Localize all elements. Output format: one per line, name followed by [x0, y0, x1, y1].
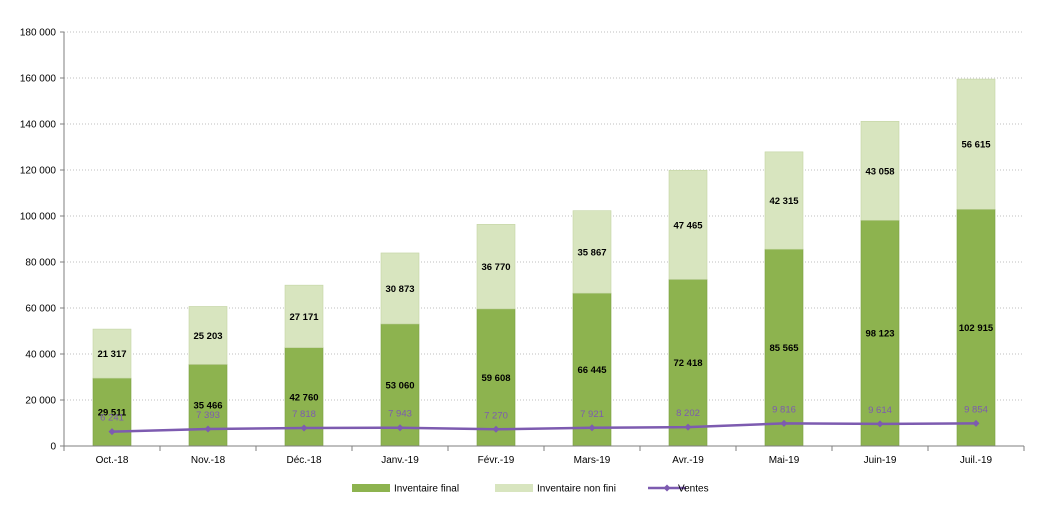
- bar-inventaire-non-fini: [668, 169, 708, 280]
- point-ventes: [300, 424, 308, 432]
- point-ventes: [780, 419, 788, 427]
- data-label-inventaire-non-fini: 21 317: [97, 349, 126, 360]
- line-ventes: [111, 422, 977, 433]
- data-label-inventaire-final: 35 466: [193, 401, 222, 412]
- data-label-ventes: 9 614: [868, 405, 892, 416]
- data-label-inventaire-final: 85 565: [769, 343, 799, 354]
- data-label-inventaire-final: 59 608: [481, 373, 510, 384]
- bar-inventaire-non-fini: [92, 328, 132, 379]
- bar-inventaire-non-fini: [188, 306, 228, 365]
- x-tick-label: Janv.-19: [381, 455, 419, 466]
- y-axis: 0 20 000 40 000 60 000 80 000 100 000 120 000 1…: [20, 28, 65, 453]
- y-tick-label: 120 000: [20, 166, 57, 177]
- legend-swatch: [495, 484, 533, 492]
- data-label-ventes: 7 921: [580, 409, 604, 420]
- data-label-inventaire-non-fini: 30 873: [385, 284, 414, 295]
- data-label-ventes: 7 393: [196, 410, 220, 421]
- data-label-inventaire-final: 102 915: [959, 323, 994, 334]
- point-ventes: [108, 428, 116, 436]
- data-label-inventaire-non-fini: 27 171: [289, 312, 319, 323]
- x-tick-label: Févr.-19: [478, 455, 515, 466]
- legend-label: Ventes: [678, 484, 709, 495]
- y-tick-label: 80 000: [25, 258, 56, 269]
- data-label-ventes: 6 241: [100, 413, 124, 424]
- data-label-inventaire-final: 42 760: [289, 392, 318, 403]
- bar-inventaire-final: [764, 248, 804, 447]
- x-tick-label: Juin-19: [864, 455, 897, 466]
- legend: Inventaire final Inventaire non fini Vente…: [352, 484, 709, 495]
- data-label-ventes: 9 854: [964, 404, 988, 415]
- bar-inventaire-non-fini: [476, 224, 516, 310]
- bar-inventaire-final: [956, 208, 996, 447]
- data-label-inventaire-non-fini: 25 203: [193, 331, 222, 342]
- data-label-inventaire-final: 53 060: [385, 380, 414, 391]
- bar-inventaire-non-fini: [572, 210, 612, 294]
- data-label-ventes: 7 818: [292, 409, 316, 420]
- bar-inventaire-final: [668, 279, 708, 447]
- bar-inventaire-non-fini: [284, 284, 324, 348]
- data-label-inventaire-non-fini: 56 615: [961, 140, 991, 151]
- bar-inventaire-non-fini: [764, 151, 804, 250]
- y-tick-label: 140 000: [20, 120, 57, 131]
- y-tick-label: 20 000: [25, 396, 56, 407]
- point-ventes: [492, 425, 500, 433]
- data-label-ventes: 9 816: [772, 404, 796, 415]
- bar-inventaire-final: [572, 292, 612, 447]
- legend-label: Inventaire non fini: [537, 484, 616, 495]
- data-label-inventaire-non-fini: 42 315: [769, 196, 799, 207]
- data-label-inventaire-non-fini: 47 465: [673, 220, 703, 231]
- x-tick-label: Mai-19: [769, 455, 800, 466]
- y-tick-label: 100 000: [20, 212, 57, 223]
- x-tick-label: Avr.-19: [672, 455, 704, 466]
- y-tick-label: 0: [50, 442, 56, 453]
- x-tick-label: Nov.-18: [191, 455, 226, 466]
- x-tick-label: Déc.-18: [286, 455, 321, 466]
- legend-marker: [663, 484, 671, 492]
- data-label-ventes: 7 943: [388, 409, 412, 420]
- data-label-inventaire-final: 72 418: [673, 358, 702, 369]
- point-ventes: [588, 424, 596, 432]
- x-tick-label: Oct.-18: [96, 455, 129, 466]
- bar-inventaire-non-fini: [860, 120, 900, 221]
- point-ventes: [876, 420, 884, 428]
- point-ventes: [684, 423, 692, 431]
- y-tick-label: 180 000: [20, 28, 57, 39]
- data-label-ventes: 8 202: [676, 408, 700, 419]
- bars: 29 511 21 317 35 466 25 203 42 760 27 171 53 0…: [92, 78, 996, 447]
- bar-inventaire-non-fini: [956, 78, 996, 210]
- legend-swatch: [352, 484, 390, 492]
- data-label-ventes: 7 270: [484, 410, 508, 421]
- data-label-inventaire-final: 98 123: [865, 329, 894, 340]
- bar-inventaire-final: [860, 220, 900, 447]
- data-label-inventaire-non-fini: 36 770: [481, 262, 510, 273]
- x-tick-label: Juil.-19: [960, 455, 993, 466]
- point-ventes: [396, 424, 404, 432]
- data-label-inventaire-final: 66 445: [577, 365, 607, 376]
- y-tick-label: 160 000: [20, 74, 57, 85]
- bar-inventaire-non-fini: [380, 252, 420, 325]
- legend-label: Inventaire final: [394, 484, 459, 495]
- point-ventes: [204, 425, 212, 433]
- data-label-inventaire-non-fini: 43 058: [865, 166, 894, 177]
- data-label-inventaire-final: 29 511: [98, 408, 127, 419]
- point-ventes: [972, 419, 980, 427]
- x-axis: Oct.-18 Nov.-18 Déc.-18 Janv.-19 Févr.-19 Mar…: [63, 445, 1025, 466]
- y-tick-label: 60 000: [25, 304, 56, 315]
- y-tick-label: 40 000: [25, 350, 56, 361]
- x-tick-label: Mars-19: [574, 455, 611, 466]
- data-label-inventaire-non-fini: 35 867: [577, 247, 606, 258]
- sales-line: 6 241 7 393 7 818 7 943 7 270 7 921 8 202 9 816…: [100, 404, 988, 436]
